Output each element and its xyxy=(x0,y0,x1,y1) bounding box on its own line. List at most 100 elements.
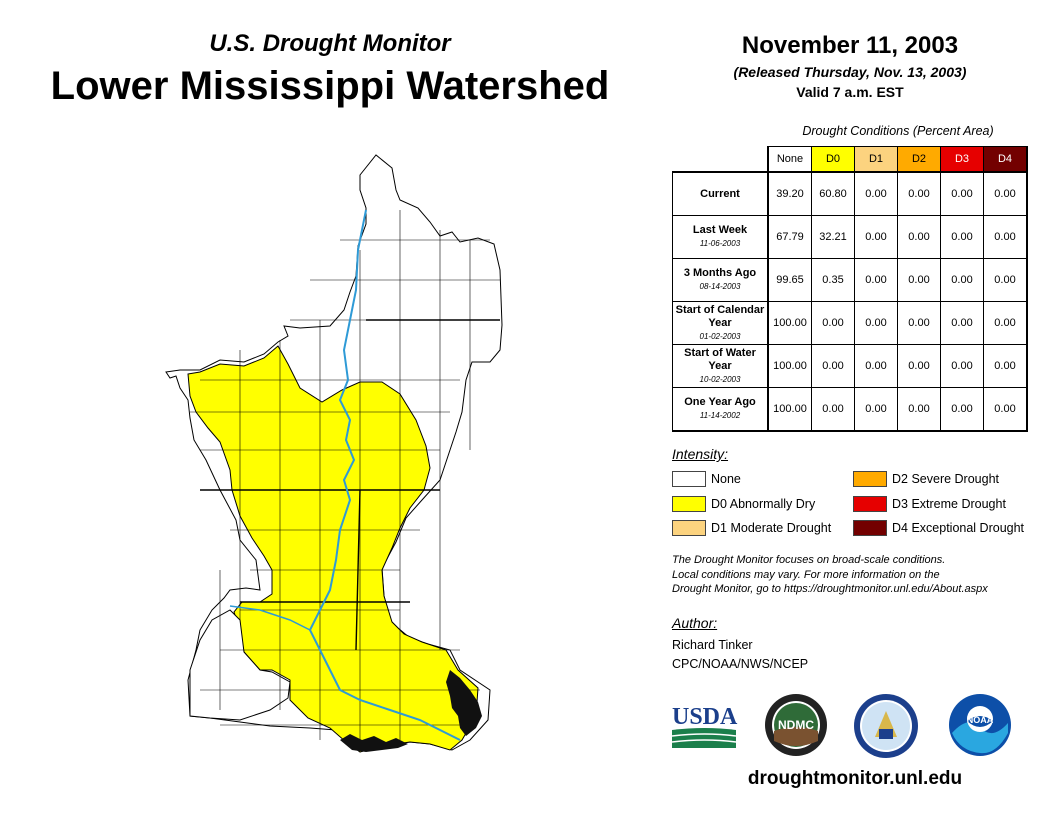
col-d4-header: D4 xyxy=(983,146,1028,173)
value-cell: 99.65 xyxy=(767,258,812,302)
value-cell: 0.00 xyxy=(854,215,898,259)
map-date: November 11, 2003 xyxy=(741,32,959,59)
value-cell: 39.20 xyxy=(767,171,812,216)
website-link[interactable]: droughtmonitor.unl.edu xyxy=(747,768,963,789)
conditions-row: One Year Ago 11-14-2002 100.00 0.00 0.00 0.00… xyxy=(672,387,1028,432)
row-date: 08-14-2003 xyxy=(699,282,741,291)
conditions-row: Current 39.20 60.80 0.00 0.00 0.00 0.00 xyxy=(672,171,1028,216)
row-label: Start of Calendar Year xyxy=(675,303,765,329)
value-cell: 0.00 xyxy=(811,301,855,345)
gulf-coast-marsh xyxy=(340,734,408,752)
value-cell: 0.00 xyxy=(940,301,984,345)
legend-item: D1 Moderate Drought xyxy=(672,520,831,536)
row-date: 11-06-2003 xyxy=(699,239,741,248)
value-cell: 0.00 xyxy=(897,301,941,345)
value-cell: 0.00 xyxy=(983,387,1028,432)
ndmc-logo-text: NDMC xyxy=(778,718,814,732)
value-cell: 0.00 xyxy=(897,387,941,432)
row-label: 3 Months Ago xyxy=(683,267,757,279)
value-cell: 60.80 xyxy=(811,171,855,216)
mississippi-river xyxy=(308,209,461,741)
noaa-logo-text: NOAA xyxy=(967,715,994,725)
value-cell: 0.00 xyxy=(940,387,984,432)
usda-logo-text: USDA xyxy=(672,704,738,730)
commerce-seal-logo xyxy=(854,694,918,758)
value-cell: 0.35 xyxy=(811,258,855,302)
noaa-logo: NOAA xyxy=(949,694,1011,756)
row-label-cell: Current xyxy=(672,171,769,216)
map-title: Lower Mississippi Watershed xyxy=(50,64,610,108)
author-name: Richard Tinker xyxy=(672,638,753,652)
date-block: November 11, 2003 (Released Thursday, No… xyxy=(690,32,1010,100)
legend-item: None xyxy=(672,471,741,487)
release-date: (Released Thursday, Nov. 13, 2003) xyxy=(733,64,967,80)
row-label-cell: Last Week 11-06-2003 xyxy=(672,215,769,259)
legend-item: D4 Exceptional Drought xyxy=(853,520,1024,536)
legend-item: D0 Abnormally Dry xyxy=(672,496,815,512)
value-cell: 0.00 xyxy=(897,215,941,259)
value-cell: 67.79 xyxy=(767,215,812,259)
watershed-map xyxy=(165,154,503,753)
value-cell: 32.21 xyxy=(811,215,855,259)
value-cell: 0.00 xyxy=(854,171,898,216)
legend-swatch xyxy=(853,520,887,536)
value-cell: 0.00 xyxy=(897,344,941,388)
legend-swatch xyxy=(672,471,706,487)
value-cell: 0.00 xyxy=(854,387,898,432)
value-cell: 0.00 xyxy=(897,171,941,216)
header-blank-cell xyxy=(672,146,768,173)
value-cell: 0.00 xyxy=(983,215,1028,259)
drought-monitor-note: The Drought Monitor focuses on broad-sca… xyxy=(672,553,1042,597)
col-d0-header: D0 xyxy=(811,146,855,173)
value-cell: 0.00 xyxy=(940,171,984,216)
value-cell: 0.00 xyxy=(897,258,941,302)
value-cell: 0.00 xyxy=(811,344,855,388)
author-org: CPC/NOAA/NWS/NCEP xyxy=(672,657,809,671)
note-line-2: Local conditions may vary. For more info… xyxy=(672,568,940,581)
value-cell: 0.00 xyxy=(983,171,1028,216)
row-date: 11-14-2002 xyxy=(699,411,741,420)
ndmc-logo: NDMC xyxy=(765,694,827,756)
row-label: Current xyxy=(700,187,740,200)
conditions-row: Last Week 11-06-2003 67.79 32.21 0.00 0.00 0.0… xyxy=(672,215,1028,259)
value-cell: 0.00 xyxy=(854,344,898,388)
legend-item: D2 Severe Drought xyxy=(853,471,999,487)
row-label-cell: One Year Ago 11-14-2002 xyxy=(672,387,769,432)
value-cell: 0.00 xyxy=(854,258,898,302)
value-cell: 0.00 xyxy=(983,344,1028,388)
conditions-row: Start of Calendar Year 01-02-2003 100.00 0.… xyxy=(672,301,1028,345)
conditions-caption: Drought Conditions (Percent Area) xyxy=(802,124,994,138)
row-date: 01-02-2003 xyxy=(699,331,741,341)
value-cell: 0.00 xyxy=(854,301,898,345)
legend-swatch xyxy=(853,496,887,512)
intensity-heading: Intensity: xyxy=(672,446,729,462)
legend-label: D0 Abnormally Dry xyxy=(711,497,816,511)
legend-label: D1 Moderate Drought xyxy=(711,521,832,535)
red-river xyxy=(229,605,311,631)
legend-label: None xyxy=(711,472,741,486)
row-label: One Year Ago xyxy=(684,396,756,408)
note-line-1: The Drought Monitor focuses on broad-sca… xyxy=(672,554,946,566)
value-cell: 0.00 xyxy=(940,258,984,302)
col-d1-header: D1 xyxy=(854,146,898,173)
row-label-cell: 3 Months Ago 08-14-2003 xyxy=(672,258,769,302)
author-heading: Author: xyxy=(672,615,718,631)
value-cell: 0.00 xyxy=(940,344,984,388)
value-cell: 0.00 xyxy=(983,258,1028,302)
legend-swatch xyxy=(672,520,706,536)
map-subtitle: U.S. Drought Monitor xyxy=(209,30,451,57)
value-cell: 0.00 xyxy=(983,301,1028,345)
watershed-d0-area xyxy=(187,345,479,753)
conditions-row: 3 Months Ago 08-14-2003 99.65 0.35 0.00 0.00 0… xyxy=(672,258,1028,302)
legend-label: D4 Exceptional Drought xyxy=(892,521,1025,535)
legend-label: D3 Extreme Drought xyxy=(892,497,1006,511)
col-d3-header: D3 xyxy=(940,146,984,173)
valid-time: Valid 7 a.m. EST xyxy=(796,84,904,100)
usda-logo: USDA xyxy=(671,704,738,748)
legend-swatch xyxy=(672,496,706,512)
col-d2-header: D2 xyxy=(897,146,941,173)
value-cell: 100.00 xyxy=(767,344,812,388)
note-line-3: Drought Monitor, go to https://droughtmo… xyxy=(672,583,988,595)
legend-item: D3 Extreme Drought xyxy=(853,496,1006,512)
row-label-cell: Start of Calendar Year 01-02-2003 xyxy=(672,301,769,345)
